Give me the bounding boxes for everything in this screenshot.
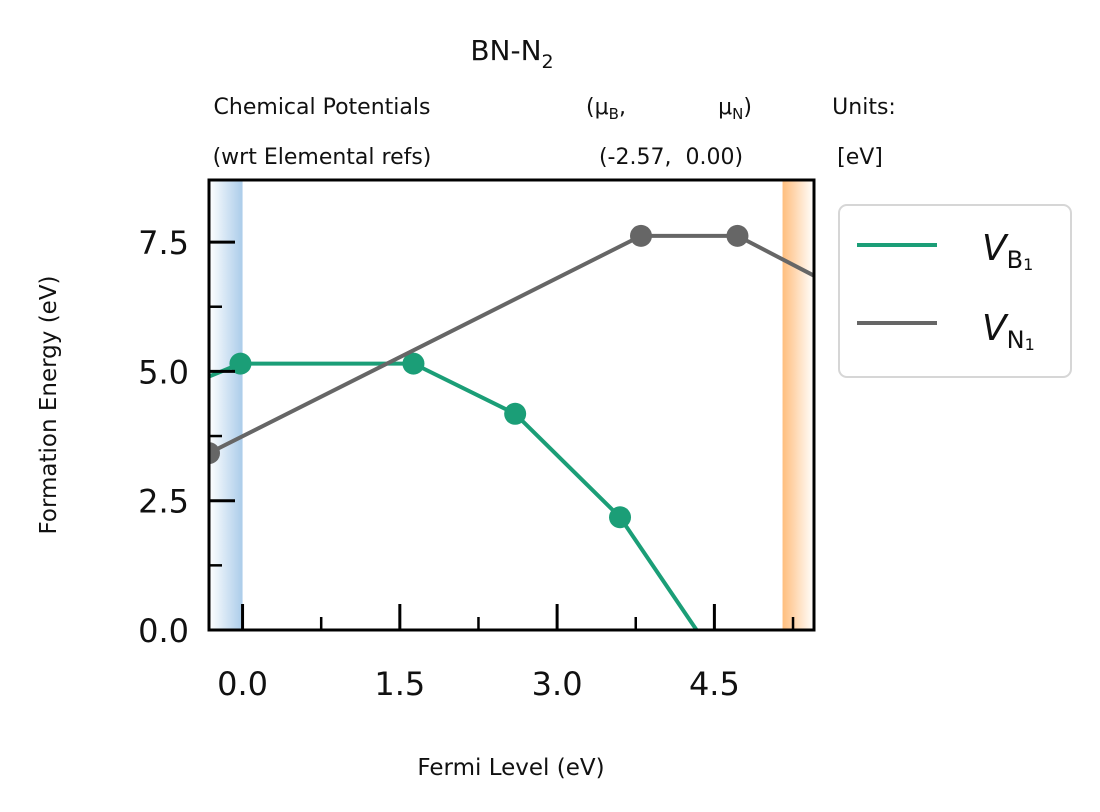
- y-tick-label: 7.5: [138, 224, 189, 262]
- mu-n-label: μN): [718, 95, 752, 123]
- y-tick-label: 5.0: [138, 353, 189, 391]
- mu-b-post: ,: [619, 95, 626, 120]
- legend-vb1-subsub: 1: [1023, 255, 1033, 274]
- series-line-vb1: [209, 361, 699, 630]
- x-tick-label: 3.0: [532, 665, 583, 703]
- y-axis-label: Formation Energy (eV): [36, 275, 62, 534]
- series-point-vb1-2: [504, 402, 527, 425]
- legend: VB1 VN1: [838, 204, 1072, 378]
- tick-layer: 0.0 1.5 3.0 4.5 0.0 2.5 5.0 7.5: [138, 224, 795, 703]
- y-tick-label: 2.5: [138, 483, 189, 521]
- series-point-vb1-0: [229, 352, 252, 375]
- y-tick-label: 0.0: [138, 612, 189, 650]
- legend-label-vn1: VN1: [982, 308, 1035, 354]
- chart-title-base: BN-N: [470, 34, 541, 67]
- series-point-vb1-3: [609, 506, 632, 529]
- legend-vn1-italic: V: [982, 308, 1009, 349]
- legend-vn1-subsub: 1: [1025, 335, 1035, 354]
- chart-title-sub: 2: [542, 51, 554, 73]
- mu-b-pre: (μ: [586, 95, 609, 120]
- x-tick-label: 1.5: [374, 665, 425, 703]
- units-value: [eV]: [837, 145, 883, 170]
- vbm-shading: [209, 180, 243, 630]
- plot-frame: [207, 178, 816, 632]
- legend-label-vb1: VB1: [982, 228, 1033, 274]
- mu-n-post: ): [743, 95, 752, 120]
- series-layer: [209, 224, 814, 630]
- legend-vb1-italic: V: [982, 228, 1009, 269]
- legend-vb1-sub: B: [1007, 246, 1023, 274]
- legend-box: [838, 204, 1072, 378]
- x-tick-label: 4.5: [689, 665, 740, 703]
- chem-pot-label-2: (wrt Elemental refs): [213, 145, 432, 170]
- series-point-vn1-1: [629, 224, 652, 247]
- chem-pot-label-1: Chemical Potentials: [214, 95, 431, 120]
- mu-n-pre: μ: [718, 95, 732, 120]
- series-point-vn1-0: [209, 442, 220, 465]
- mu-b-sub: B: [609, 105, 619, 123]
- series-point-vb1-1: [402, 352, 425, 375]
- chem-pot-values: (-2.57, 0.00): [599, 145, 743, 170]
- cbm-shading: [782, 180, 814, 630]
- series-point-vn1-2: [726, 224, 749, 247]
- chart-title: BN-N2: [470, 34, 553, 73]
- series-line-vn1: [209, 233, 814, 455]
- x-tick-label: 0.0: [217, 665, 268, 703]
- units-label: Units:: [832, 95, 896, 120]
- legend-vn1-sub: N: [1007, 326, 1025, 354]
- mu-n-sub: N: [732, 105, 743, 123]
- mu-b-label: (μB,: [586, 95, 626, 123]
- x-axis-label: Fermi Level (eV): [417, 755, 604, 781]
